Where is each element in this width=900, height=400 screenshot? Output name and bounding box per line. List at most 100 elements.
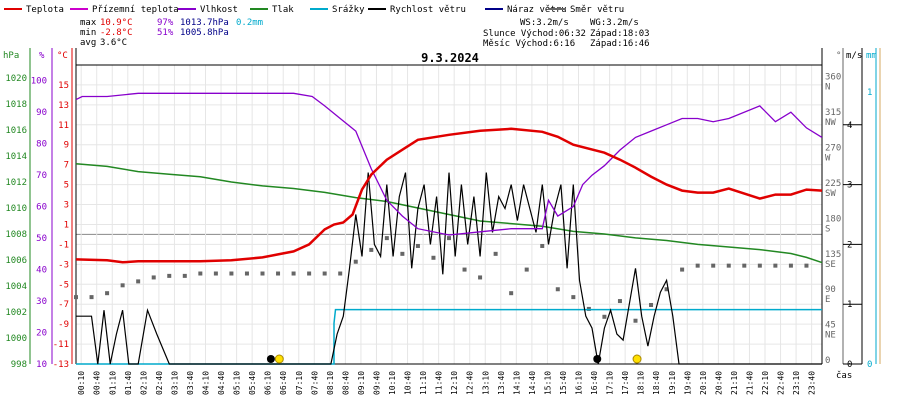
wind-direction-point — [680, 267, 685, 272]
wind-direction-point — [105, 291, 110, 296]
pressure-tick-label: 1020 — [5, 74, 27, 84]
humidity-tick-label: 40 — [36, 266, 47, 276]
wind-direction-point — [369, 247, 374, 252]
x-tick-label: 14:40 — [528, 371, 537, 395]
wind-direction-point — [291, 271, 296, 276]
x-tick-label: 00:40 — [93, 371, 102, 395]
x-tick-label: 22:10 — [761, 371, 770, 395]
x-tick-label: 15:10 — [543, 371, 552, 395]
x-tick-label: 21:40 — [745, 371, 754, 395]
wind-direction-point — [804, 263, 809, 268]
wind-direction-point — [244, 271, 249, 276]
x-tick-label: 01:10 — [108, 371, 117, 395]
x-tick-label: 17:40 — [621, 371, 630, 395]
wind-direction-point — [167, 273, 172, 278]
direction-tick-dir: E — [825, 295, 830, 305]
x-tick-label: 16:10 — [575, 371, 584, 395]
wind-direction-point — [649, 302, 654, 307]
humidity-tick-label: 20 — [36, 329, 47, 339]
hum-min: 51% — [157, 28, 174, 38]
pressure-tick-label: 1014 — [5, 152, 27, 162]
wind-tick-label: 4 — [847, 121, 852, 131]
time-unit: čas — [836, 370, 852, 381]
moonset-icon — [593, 355, 602, 363]
x-tick-label: 08:10 — [326, 371, 335, 395]
wind-direction-point — [260, 271, 265, 276]
wind-direction-point — [757, 263, 762, 268]
wind-direction-point — [338, 271, 343, 276]
wind-direction-point — [726, 263, 731, 268]
pressure-tick-label: 1002 — [5, 308, 27, 318]
x-tick-label: 14:10 — [512, 371, 521, 395]
x-tick-label: 22:40 — [777, 371, 786, 395]
x-tick-label: 07:10 — [295, 371, 304, 395]
wind-direction-point — [788, 263, 793, 268]
wind-direction-point — [555, 287, 560, 292]
wind-direction-point — [151, 275, 156, 280]
wind-direction-point — [711, 263, 716, 268]
moon-rise: Měsíc Východ:6:16 — [483, 39, 575, 49]
wind-direction-point — [509, 291, 514, 296]
x-tick-label: 09:10 — [357, 371, 366, 395]
direction-tick-deg: 225 — [825, 179, 841, 189]
temp-tick-label: 5 — [64, 181, 69, 191]
plot-area — [74, 92, 823, 365]
hum-max: 97% — [157, 18, 174, 28]
direction-tick-dir: NW — [825, 118, 836, 128]
x-tick-label: 11:40 — [435, 371, 444, 395]
x-tick-label: 12:10 — [450, 371, 459, 395]
x-tick-label: 19:10 — [668, 371, 677, 395]
pressure-unit: hPa — [3, 51, 19, 61]
stats-label: max — [80, 18, 97, 28]
x-tick-label: 06:40 — [279, 371, 288, 395]
wind-direction-point — [120, 283, 125, 288]
wind-direction-point — [617, 299, 622, 304]
pressure-tick-label: 1016 — [5, 126, 27, 136]
temp-tick-label: 1 — [64, 220, 69, 230]
x-tick-label: 02:40 — [155, 371, 164, 395]
x-tick-label: 02:10 — [139, 371, 148, 395]
wind-direction-point — [493, 251, 498, 256]
x-tick-label: 21:10 — [730, 371, 739, 395]
direction-tick-deg: 360 — [825, 73, 841, 83]
legend-label: Směr větru — [570, 5, 624, 15]
x-tick-label: 19:40 — [683, 371, 692, 395]
wind-direction-point — [136, 279, 141, 284]
x-tick-label: 03:40 — [186, 371, 195, 395]
wind-speed-readout: WS:3.2m/s — [520, 18, 569, 28]
wind-direction-point — [276, 271, 281, 276]
wind-tick-label: 1 — [847, 300, 852, 310]
humidity-line — [75, 92, 823, 236]
wind-direction-point — [307, 271, 312, 276]
press-max: 1013.7hPa — [180, 18, 229, 28]
temp-tick-label: 7 — [64, 161, 69, 171]
humidity-tick-label: 70 — [36, 171, 47, 181]
x-tick-label: 01:40 — [124, 371, 133, 395]
wind-direction-point — [182, 273, 187, 278]
temp-min: -2.8°C — [100, 28, 133, 38]
x-tick-label: 12:40 — [466, 371, 475, 395]
wind-direction-point — [742, 263, 747, 268]
direction-tick-deg: 90 — [825, 285, 836, 295]
stats-label: avg — [80, 38, 96, 48]
x-tick-label: 13:10 — [481, 371, 490, 395]
direction-tick-deg: 270 — [825, 144, 841, 154]
temp-tick-label: -1 — [58, 240, 69, 250]
humidity-unit: % — [39, 51, 45, 61]
x-tick-label: 04:10 — [202, 371, 211, 395]
direction-tick-dir: SE — [825, 260, 836, 270]
temp-tick-label: 9 — [64, 141, 69, 151]
humidity-tick-label: 90 — [36, 108, 47, 118]
wind-tick-label: 3 — [847, 181, 852, 191]
direction-tick-dir: NE — [825, 331, 836, 341]
humidity-tick-label: 30 — [36, 297, 47, 307]
wind-direction-point — [400, 251, 405, 256]
x-tick-label: 16:40 — [590, 371, 599, 395]
wind-direction-point — [773, 263, 778, 268]
sun-set: Západ:18:03 — [590, 29, 650, 39]
wind-direction-point — [322, 271, 327, 276]
legend-label: Rychlost větru — [390, 5, 466, 15]
temp-avg: 3.6°C — [100, 38, 127, 48]
x-tick-label: 07:40 — [310, 371, 319, 395]
legend-label: Vlhkost — [200, 5, 238, 15]
